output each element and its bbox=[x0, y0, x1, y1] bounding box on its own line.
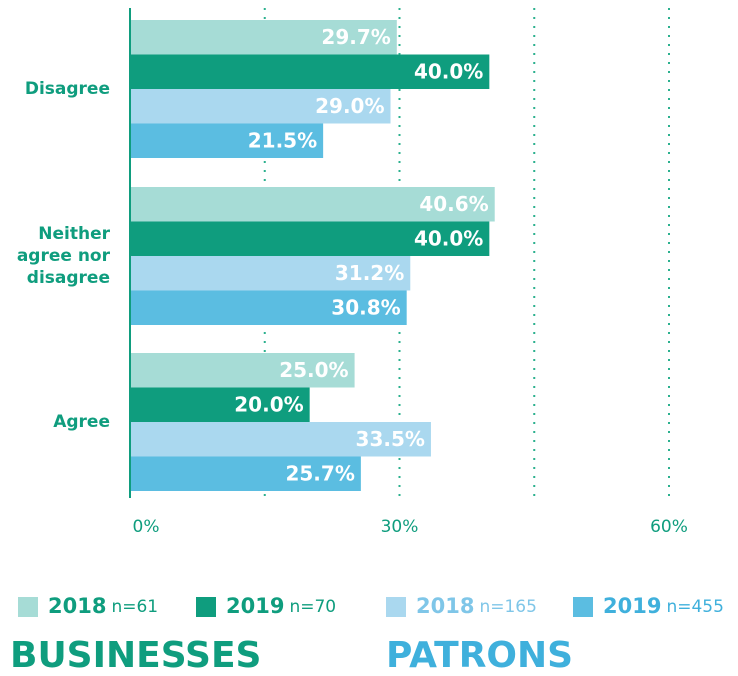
bar bbox=[130, 353, 355, 388]
legend-name: 2018 bbox=[48, 594, 106, 618]
bar bbox=[130, 422, 431, 457]
x-tick-label: 0% bbox=[133, 517, 160, 537]
legend-label: 2018 n=61 bbox=[48, 594, 158, 618]
value-label: 20.0% bbox=[234, 392, 303, 416]
value-label: 30.8% bbox=[331, 295, 400, 319]
bar bbox=[130, 54, 490, 89]
bar bbox=[130, 221, 490, 256]
legend-name: 2019 bbox=[603, 594, 661, 618]
bar bbox=[130, 20, 397, 55]
value-label: 40.0% bbox=[414, 59, 483, 83]
legend-label: 2018 n=165 bbox=[416, 594, 537, 618]
bar bbox=[130, 256, 411, 291]
bar bbox=[130, 89, 391, 124]
legend-name: 2019 bbox=[226, 594, 284, 618]
value-label: 25.0% bbox=[279, 358, 348, 382]
bar bbox=[130, 456, 361, 491]
value-label: 40.6% bbox=[419, 192, 488, 216]
value-label: 25.7% bbox=[285, 461, 354, 485]
value-label: 31.2% bbox=[335, 261, 404, 285]
bar bbox=[130, 290, 407, 325]
group-label: PATRONS bbox=[386, 635, 573, 676]
legend-n: n=61 bbox=[111, 597, 158, 617]
bar bbox=[130, 387, 310, 422]
category-label: Neither agree nor disagree bbox=[16, 224, 110, 288]
group-label: BUSINESSES bbox=[10, 635, 261, 676]
x-tick-label: 30% bbox=[381, 517, 419, 537]
value-label: 29.0% bbox=[315, 94, 384, 118]
legend-swatch bbox=[18, 597, 38, 617]
legend-swatch bbox=[386, 597, 406, 617]
legend-swatch bbox=[196, 597, 216, 617]
legend-label: 2019 n=455 bbox=[603, 594, 724, 618]
legend-name: 2018 bbox=[416, 594, 474, 618]
x-tick-label: 60% bbox=[650, 517, 688, 537]
category-label: Disagree bbox=[24, 79, 110, 99]
legend-n: n=70 bbox=[289, 597, 336, 617]
value-label: 21.5% bbox=[248, 128, 317, 152]
legend-label: 2019 n=70 bbox=[226, 594, 336, 618]
legend-n: n=165 bbox=[479, 597, 536, 617]
bar bbox=[130, 123, 324, 158]
legend-swatch bbox=[573, 597, 593, 617]
value-label: 29.7% bbox=[321, 25, 390, 49]
legend-n: n=455 bbox=[666, 597, 723, 617]
value-label: 33.5% bbox=[356, 427, 425, 451]
category-label: Agree bbox=[53, 412, 110, 432]
value-label: 40.0% bbox=[414, 226, 483, 250]
bar bbox=[130, 187, 495, 222]
